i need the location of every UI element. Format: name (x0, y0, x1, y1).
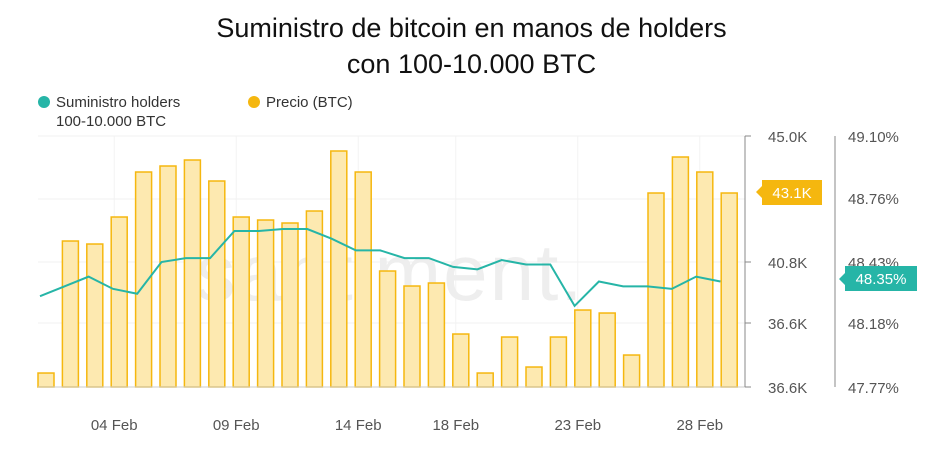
bar-price (232, 216, 250, 388)
bar-price (403, 285, 421, 388)
bar-price (378, 270, 397, 388)
bar-price (61, 240, 80, 388)
bar-price (86, 243, 104, 388)
right-tick-label: 48.76% (848, 191, 899, 208)
x-tick-label: 28 Feb (676, 417, 723, 434)
bar-price (183, 159, 202, 388)
bar-price (110, 216, 128, 388)
bar-price (549, 336, 568, 388)
x-tick-label: 04 Feb (91, 417, 138, 434)
x-tick-label: 18 Feb (432, 417, 479, 434)
left-tick-label: 40.8K (768, 255, 807, 272)
bar-price (525, 366, 543, 388)
supply-badge (839, 266, 917, 291)
bar-price (305, 210, 324, 388)
teal-dot-icon (38, 96, 50, 108)
legend-item-price[interactable]: Precio (BTC) (248, 93, 353, 112)
bar-price (208, 180, 226, 388)
left-tick-label: 36.6K (768, 380, 807, 397)
left-tick-label: 36.6K (768, 316, 807, 333)
bar-price (720, 192, 738, 388)
bar-price (159, 165, 177, 388)
line-supply (39, 228, 721, 308)
legend-label: Suministro holders 100-10.000 BTC (56, 94, 181, 130)
x-tick-label: 09 Feb (213, 417, 260, 434)
right-tick-label: 47.77% (848, 380, 899, 397)
legend-label: Precio (BTC) (266, 94, 353, 111)
bar-price (281, 222, 299, 388)
bar-price (354, 171, 372, 388)
supply-badge-label: 48.35% (856, 271, 907, 288)
price-badge-label: 43.1K (772, 185, 811, 202)
right-tick-label: 48.18% (848, 316, 899, 333)
yellow-dot-icon (248, 96, 260, 108)
bar-price (598, 312, 616, 388)
x-tick-label: 23 Feb (554, 417, 601, 434)
chart-title: Suministro de bitcoin en manos de holder… (216, 13, 727, 79)
price-badge (756, 180, 822, 205)
left-tick-label: 45.0K (768, 129, 807, 146)
bar-price (622, 354, 641, 388)
legend-item-supply[interactable]: Suministro holders 100-10.000 BTC (38, 93, 206, 131)
bar-price (427, 282, 446, 388)
bar-price (476, 372, 494, 388)
right-tick-label: 49.10% (848, 129, 899, 146)
bar-price (574, 309, 592, 388)
bar-price (330, 150, 348, 388)
bar-price (647, 192, 665, 388)
bar-price (452, 333, 470, 388)
bar-price (500, 336, 519, 388)
bar-price (37, 372, 55, 388)
bar-price (256, 219, 275, 388)
bar-price (671, 156, 690, 388)
x-tick-label: 14 Feb (335, 417, 382, 434)
